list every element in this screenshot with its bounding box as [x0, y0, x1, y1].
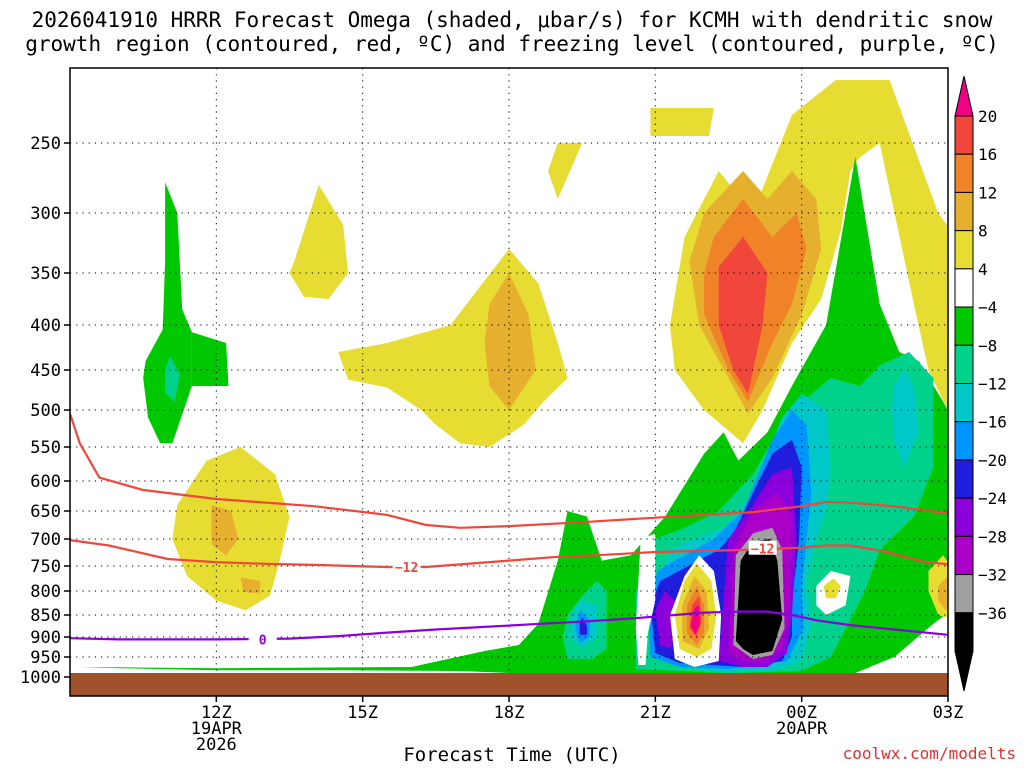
colorbar-swatch-3 — [954, 230, 974, 270]
omega-shading — [79, 80, 948, 673]
y-tick-label-1000: 1000 — [20, 668, 61, 688]
colorbar-label-5: −4 — [978, 298, 997, 317]
colorbar-swatch-10 — [954, 497, 974, 537]
freezing-label: 0 — [259, 633, 267, 648]
colorbar-label-3: 8 — [978, 222, 988, 241]
x-tick-label-15: 15Z — [347, 703, 378, 723]
colorbar-top-arrow — [954, 75, 974, 117]
dendritic-label-2-bg — [748, 540, 777, 555]
colorbar-label-0: 20 — [978, 107, 997, 126]
y-tick-label-400: 400 — [30, 316, 61, 336]
colorbar-label-8: −16 — [978, 413, 1007, 432]
y-tick-label-450: 450 — [30, 361, 61, 381]
dendritic-upper-contour — [70, 413, 948, 529]
y-tick-label-350: 350 — [30, 264, 61, 284]
colorbar-label-6: −8 — [978, 336, 997, 355]
freezing-level-contour — [70, 610, 948, 641]
contour-lines: −12 −12 0 — [70, 413, 948, 648]
y-tick-label-500: 500 — [30, 401, 61, 421]
colorbar-swatch-4 — [954, 268, 974, 308]
region-right-gold-blob-2 — [938, 576, 948, 611]
chart-title-line-2: growth region (contoured, red, ºC) and f… — [25, 32, 999, 56]
colorbar: 20 16 12 8 4 −4 −8 −12 −16 −20 −24 −28 −32 −36 — [954, 75, 1007, 692]
colorbar-label-7: −12 — [978, 375, 1007, 394]
x-tick-label-24: 00Z — [786, 703, 817, 723]
region-upper-yellow-small — [289, 185, 348, 299]
y-tick-label-800: 800 — [30, 582, 61, 602]
x-tick-label-27: 03Z — [933, 703, 964, 723]
x-axis-label: Forecast Time (UTC) — [403, 744, 621, 766]
colorbar-label-4: 4 — [978, 260, 988, 279]
region-white-spot-right-yellow — [823, 578, 841, 599]
region-upper-right-cyan — [891, 370, 919, 468]
colorbar-swatch-1 — [954, 153, 974, 193]
colorbar-label-13: −36 — [978, 604, 1007, 623]
x-tick-label-18: 18Z — [494, 703, 525, 723]
colorbar-swatch-0 — [954, 115, 974, 155]
dendritic-label-2: −12 — [751, 543, 774, 558]
y-tick-label-850: 850 — [30, 606, 61, 626]
y-tick-label-650: 650 — [30, 502, 61, 522]
x-tick-year-12: 2026 — [196, 735, 237, 755]
dendritic-label-1-bg — [392, 559, 421, 573]
colorbar-swatch-13 — [954, 612, 974, 652]
region-right-red — [718, 237, 768, 394]
dendritic-lower-contour — [70, 539, 948, 569]
y-tick-label-950: 950 — [30, 648, 61, 668]
region-lower-black — [735, 539, 783, 655]
plot-area: −12 −12 0 — [70, 68, 948, 696]
colorbar-label-9: −20 — [978, 451, 1007, 470]
region-small-yellow-2 — [650, 108, 714, 136]
ground-strip — [70, 673, 948, 696]
region-left-gold-spot — [211, 505, 239, 556]
colorbar-swatch-12 — [954, 574, 974, 614]
colorbar-swatch-5 — [954, 306, 974, 346]
colorbar-swatch-11 — [954, 535, 974, 576]
colorbar-swatch-8 — [954, 421, 974, 461]
freezing-label-bg — [248, 631, 277, 646]
colorbar-label-10: −24 — [978, 489, 1007, 508]
dendritic-label-1: −12 — [395, 561, 418, 576]
colorbar-swatch-7 — [954, 383, 974, 423]
chart-title-line-1: 2026041910 HRRR Forecast Omega (shaded, … — [31, 8, 993, 32]
x-tick-label-21: 21Z — [640, 703, 671, 723]
region-left-gold-spot-2 — [240, 577, 261, 594]
y-tick-label-600: 600 — [30, 472, 61, 492]
region-upper-green-band — [143, 182, 192, 444]
colorbar-label-1: 16 — [978, 145, 997, 164]
x-tick-date-12: 19APR — [191, 719, 243, 739]
colorbar-label-12: −32 — [978, 566, 1007, 585]
y-tick-label-300: 300 — [30, 204, 61, 224]
y-tick-label-700: 700 — [30, 530, 61, 550]
region-mid-gold — [484, 273, 536, 410]
x-tick-date-24: 20APR — [776, 719, 828, 739]
colorbar-swatch-2 — [954, 191, 974, 232]
colorbar-label-11: −28 — [978, 527, 1007, 546]
colorbar-bottom-arrow — [954, 650, 974, 692]
y-tick-label-750: 750 — [30, 557, 61, 577]
axes: 2503003504004505005506006507007508008509… — [20, 134, 963, 755]
credit-link[interactable]: coolwx.com/modelts — [842, 744, 1016, 763]
colorbar-swatch-6 — [954, 344, 974, 384]
y-tick-label-250: 250 — [30, 134, 61, 154]
y-tick-label-550: 550 — [30, 438, 61, 458]
x-tick-label-12: 12Z — [201, 703, 232, 723]
region-upper-teal-spot — [165, 356, 180, 402]
region-upper-green-lobe — [191, 332, 229, 386]
colorbar-label-2: 12 — [978, 183, 997, 202]
y-tick-label-900: 900 — [30, 628, 61, 648]
region-small-yellow-1 — [548, 143, 583, 199]
colorbar-swatch-9 — [954, 459, 974, 499]
